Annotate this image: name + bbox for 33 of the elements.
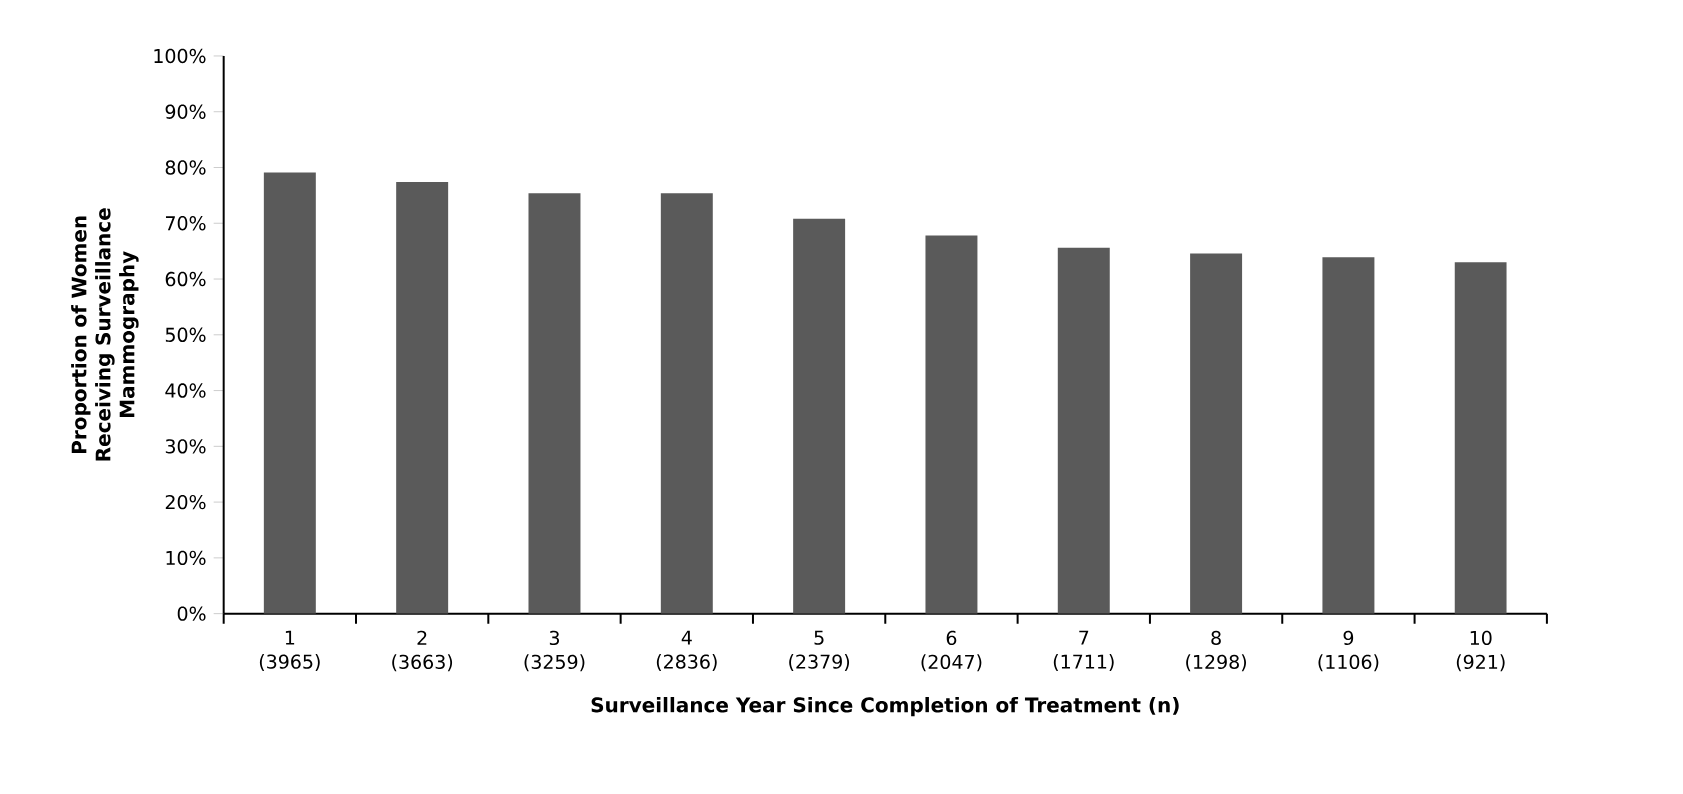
y-tick-label: 70% — [165, 216, 206, 231]
bar — [528, 193, 581, 614]
x-tick-label: 10 (921) — [1456, 630, 1505, 672]
bar — [1190, 253, 1243, 614]
y-tick-label: 10% — [166, 550, 206, 566]
y-tick-label: 20% — [165, 495, 206, 510]
x-tick-label: 3 (3259) — [524, 630, 585, 672]
bar — [1454, 262, 1507, 614]
x-tick-label: 1 (3965) — [259, 630, 320, 672]
x-tick-label: 9 (1106) — [1318, 630, 1379, 672]
bar — [793, 219, 846, 614]
y-tick-label: 30% — [165, 439, 206, 454]
y-tick-label: 90% — [165, 104, 206, 120]
y-tick-label: 100% — [154, 49, 206, 64]
x-tick-label: 2 (3663) — [392, 630, 453, 672]
y-tick-label: 50% — [165, 327, 206, 343]
x-tick-label: 8 (1298) — [1186, 630, 1247, 672]
x-tick-label: 5 (2379) — [789, 630, 850, 672]
bar — [1057, 248, 1110, 614]
bar — [660, 193, 713, 614]
x-tick-label: 4 (2836) — [656, 630, 717, 672]
bar — [396, 182, 449, 614]
x-axis-title: Surveillance Year Since Completion of Treatment (n) — [591, 697, 1179, 717]
x-tick-label: 6 (2047) — [921, 630, 982, 672]
y-axis-title: Proportion of Women Receiving Surveillance Mammography — [71, 208, 139, 461]
y-tick-label: 40% — [165, 383, 206, 398]
bar — [263, 172, 316, 614]
y-tick-label: 80% — [165, 160, 206, 175]
y-tick-label: 0% — [177, 606, 206, 622]
bar — [925, 235, 978, 614]
y-tick-label: 60% — [165, 272, 206, 287]
x-tick-label: 7 (1711) — [1053, 630, 1114, 672]
bar — [1322, 257, 1375, 614]
